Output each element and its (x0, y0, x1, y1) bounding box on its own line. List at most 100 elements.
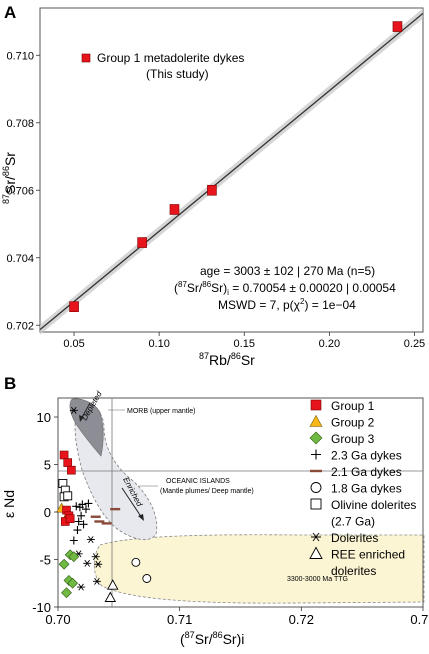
data-point-group-1 (67, 465, 76, 475)
x-tick-label: 0.25 (404, 338, 425, 350)
legend-a-marker (81, 53, 91, 63)
legend-marker-group-2 (309, 414, 323, 427)
data-point-2-3-ga-dykes (79, 520, 88, 529)
x-tick-label: 0.20 (319, 338, 340, 350)
data-point-2-1-ga-dykes (110, 507, 121, 511)
legend-label-group-2: Group 2 (331, 416, 375, 430)
panel-a-points (69, 21, 403, 312)
data-point-2-3-ga-dykes (73, 526, 82, 535)
x-tick-label: 0.70 (45, 612, 70, 627)
legend-label-dolerites: Dolerites (331, 531, 378, 545)
data-point-ree-enriched-dolerites (106, 579, 119, 590)
data-point-dolerites (94, 560, 103, 568)
legend-label-olivine-dolerites-line2: (2.7 Ga) (331, 515, 375, 529)
panel-b-legend: Group 1 Group 2 Group 3 2.3 Ga dykes 2.1 Ga … (309, 399, 416, 578)
panel-b-y-ticks: 10 5 0 -5 -10 (32, 410, 58, 615)
legend-marker-ree-enriched (309, 546, 323, 559)
oceanic-islands-sublabel: (Mantle plumes/ Deep mantle) (160, 488, 254, 495)
data-point-dolerites (86, 536, 95, 544)
y-tick-label: 0.710 (6, 50, 34, 62)
panel-a-label: A (4, 3, 16, 22)
panel-a-x-axis-label: 87Rb/86Sr (199, 351, 255, 368)
legend-marker-group-3 (309, 431, 323, 445)
panel-b-label: B (4, 374, 16, 393)
data-point-1-8-ga-dykes (131, 557, 141, 567)
data-point-2-3-ga-dykes (84, 499, 93, 508)
y-tick-label: 0.702 (6, 320, 34, 332)
data-point-2-3-ga-dykes (75, 503, 84, 512)
y-tick-label: 0.706 (6, 185, 34, 197)
data-point-dolerites (77, 583, 86, 591)
isochron-line (39, 12, 424, 331)
x-tick-label: 0.05 (63, 338, 84, 350)
data-point-dolerites (69, 406, 78, 414)
x-tick-label: 0.72 (289, 612, 314, 627)
y-tick-label: -10 (32, 600, 51, 615)
data-point-olivine-dolerites-2-7-ga (63, 491, 73, 501)
legend-label-1-8-ga-dykes: 1.8 Ga dykes (331, 482, 402, 496)
data-point-2-1-ga-dykes (101, 522, 112, 525)
legend-label-group-3: Group 3 (331, 432, 375, 446)
x-tick-label: 0.10 (148, 338, 169, 350)
data-point-2-3-ga-dykes (69, 536, 78, 545)
data-point-2-3-ga-dykes (72, 502, 81, 511)
panel-b-x-axis-label: (87Sr/86Sr)i (180, 630, 244, 647)
legend-a-label: Group 1 metadolerite dykes (97, 51, 244, 65)
data-point-2-1-ga-dykes (90, 515, 101, 518)
data-point-2-3-ga-dykes (77, 511, 86, 520)
ttg-label: 3300-3000 Ma TTG (287, 576, 348, 583)
legend-marker-2-3-ga-dykes (311, 449, 321, 460)
panel-a-y-ticks: 0.702 0.704 0.706 0.708 0.710 (6, 50, 40, 332)
y-tick-label: 0 (44, 505, 51, 520)
data-point-group-3 (67, 577, 79, 589)
y-tick-label: 0.704 (6, 253, 34, 265)
initial-ratio-annotation: (87Sr/86Sr)i = 0.70054 ± 0.00020 | 0.000… (174, 280, 396, 297)
enriched-arrow-head (138, 514, 144, 521)
legend-label-group-1: Group 1 (331, 399, 375, 413)
panel-b-frame (57, 397, 424, 608)
data-point-group1 (137, 237, 147, 248)
legend-marker-dolerites (311, 532, 321, 542)
legend-marker-2-1-ga-dykes (310, 469, 322, 473)
data-point-2-3-ga-dykes (81, 505, 90, 514)
x-tick-label: 0.71 (167, 612, 192, 627)
data-point-dolerites (92, 577, 101, 585)
data-point-2-3-ga-dykes (74, 517, 83, 526)
data-point-dolerites (83, 559, 92, 567)
isochron-line-shape (39, 12, 424, 331)
data-point-1-8-ga-dykes (142, 574, 152, 583)
legend-label-2-3-ga-dykes: 2.3 Ga dykes (331, 449, 402, 463)
data-point-group1 (392, 21, 403, 32)
legend-label-olivine-dolerites: Olivine dolerites (331, 498, 416, 512)
panel-a-frame (39, 7, 424, 333)
data-point-ree-enriched-dolerites (104, 591, 117, 602)
data-point-group-1 (63, 458, 73, 467)
legend-label-2-1-ga-dykes: 2.1 Ga dykes (331, 465, 402, 479)
y-tick-label: 10 (37, 410, 51, 425)
legend-label-ree-enriched: REE enriched (331, 548, 405, 562)
y-tick-label: -5 (39, 553, 51, 568)
legend-marker-1-8-ga-dykes (310, 482, 322, 493)
data-point-group-1 (59, 450, 69, 460)
x-tick-label: 0.15 (234, 338, 255, 350)
data-point-group1 (169, 204, 180, 215)
panel-a-y-axis-label: 87Sr/86Sr (1, 152, 18, 204)
data-point-group-3 (58, 558, 70, 570)
oceanic-islands-label: OCEANIC ISLANDS (166, 478, 230, 485)
data-point-group-3 (61, 587, 72, 599)
x-tick-label: 0.73 (410, 612, 429, 627)
y-tick-label: 0.708 (6, 118, 34, 130)
data-point-group-3 (68, 551, 80, 563)
data-point-dolerites (91, 553, 100, 561)
legend-marker-group-1 (310, 399, 322, 411)
data-point-2-1-ga-dykes (94, 520, 105, 523)
panel-b-x-ticks: 0.70 0.71 0.72 0.73 (45, 607, 429, 627)
age-annotation: age = 3003 ± 102 | 270 Ma (n=5) (200, 264, 375, 278)
legend-a-label-2: (This study) (146, 67, 209, 81)
panel-b-points (56, 406, 152, 602)
depleted-arrow-head (79, 415, 84, 422)
legend-label-ree-enriched-line2: dolerites (331, 564, 376, 578)
legend-marker-olivine-dolerites (310, 498, 322, 510)
panel-a-x-ticks: 0.05 0.10 0.15 0.20 0.25 (63, 332, 425, 350)
